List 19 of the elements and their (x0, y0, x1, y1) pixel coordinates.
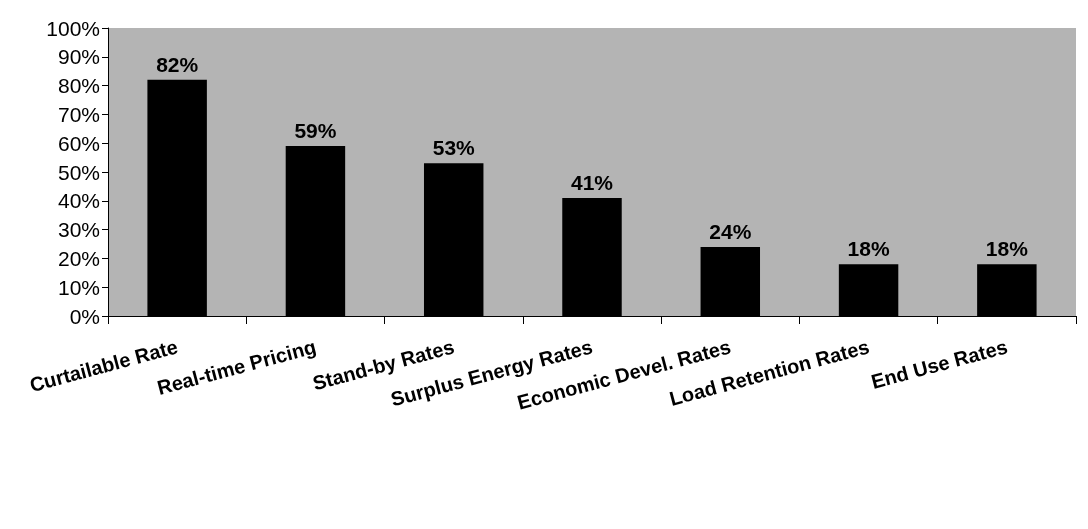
y-tick-label: 90% (57, 45, 100, 69)
x-tick-label: End Use Rates (868, 335, 1010, 393)
data-label: 59% (294, 119, 337, 143)
y-tick-label: 0% (69, 304, 100, 328)
y-tick-label: 20% (57, 246, 100, 270)
data-label: 24% (709, 219, 752, 243)
data-label: 82% (156, 52, 199, 76)
y-tick-label: 50% (57, 160, 100, 184)
y-tick-label: 100% (46, 16, 100, 40)
y-tick-label: 70% (57, 102, 100, 126)
data-label: 53% (432, 136, 476, 160)
data-label: 18% (847, 237, 890, 261)
y-tick-label: 40% (57, 189, 100, 213)
y-tick-label: 60% (57, 131, 100, 155)
data-label: 18% (985, 237, 1029, 261)
y-tick-label: 80% (57, 74, 100, 98)
y-tick-label: 30% (57, 218, 100, 242)
data-label: 41% (570, 170, 614, 194)
y-tick-label: 10% (57, 275, 100, 299)
